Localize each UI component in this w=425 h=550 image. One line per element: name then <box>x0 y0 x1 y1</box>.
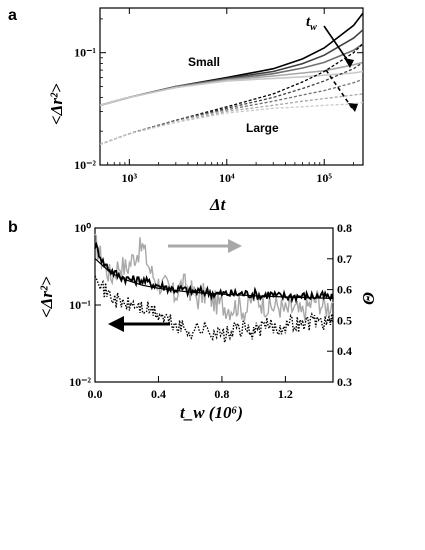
panel-b-right-label: Θ <box>359 292 378 305</box>
a-series-large-7 <box>99 78 364 145</box>
b-xtick-label: 0.8 <box>214 387 229 401</box>
b-right-tick-label: 0.6 <box>337 283 352 297</box>
large-annotation: Large <box>246 121 279 135</box>
panel-b: b 0.0 0.4 0.8 1.2 10⁻² 10⁻¹ 10⁰ 0.3 0.4 0.5 0.6 0.7… <box>8 219 378 422</box>
panel-a-label: a <box>8 7 17 24</box>
b-right-tick-label: 0.5 <box>337 313 352 327</box>
a-series-small-0 <box>99 12 364 107</box>
b-right-tick-label: 0.8 <box>337 221 352 235</box>
tw-arrow-solid <box>323 25 351 65</box>
tw-arrowhead-solid <box>344 58 354 68</box>
a-series-large-9 <box>99 101 364 145</box>
a-series-small-1 <box>99 29 364 107</box>
panel-a-ylabel: <Δr²> <box>47 83 66 125</box>
panel-b-label: b <box>8 219 18 236</box>
tw-annotation: tw <box>306 14 317 33</box>
a-xtick-label: 10³ <box>122 171 138 185</box>
b-series-fluctuating-1 <box>94 241 334 304</box>
panel-b-xlabel: t_w (10⁶) <box>180 403 243 422</box>
panel-a-xlabel: Δt <box>209 195 227 214</box>
black-arrow-head <box>108 316 124 332</box>
a-series-large-8 <box>99 93 364 145</box>
grey-arrow-head <box>228 239 242 253</box>
a-xtick-label: 10⁵ <box>316 171 332 185</box>
b-xtick-label: 1.2 <box>278 387 293 401</box>
b-left-tick-label: 10⁰ <box>74 221 91 235</box>
b-xtick-label: 0.0 <box>88 387 103 401</box>
a-ytick-label: 10⁻¹ <box>74 46 96 60</box>
b-series-dotted <box>94 275 334 343</box>
b-left-tick-label: 10⁻² <box>69 375 91 389</box>
a-series-large-5 <box>99 43 364 145</box>
tw-arrowhead-dashed <box>348 103 358 112</box>
b-xtick-label: 0.4 <box>151 387 166 401</box>
b-left-tick-label: 10⁻¹ <box>69 298 91 312</box>
tw-arrow-dashed <box>325 69 353 109</box>
b-right-tick-label: 0.3 <box>337 375 352 389</box>
small-annotation: Small <box>188 55 220 69</box>
a-series-small-3 <box>99 61 364 107</box>
b-series-fluctuating-0 <box>94 233 334 322</box>
a-xtick-label: 10⁴ <box>219 171 235 185</box>
panel-a-frame <box>99 7 364 166</box>
b-right-tick-label: 0.4 <box>337 344 352 358</box>
panel-a: a 10³ 10⁴ 10⁵ 10⁻² 10⁻¹ Small Large tw Δt <Δ… <box>8 7 364 214</box>
b-series-fit <box>94 258 334 299</box>
b-right-tick-label: 0.7 <box>337 252 352 266</box>
a-ytick-label: 10⁻² <box>74 158 96 172</box>
panel-b-left-label: <Δr²> <box>37 276 56 318</box>
a-series-small-4 <box>99 70 364 107</box>
